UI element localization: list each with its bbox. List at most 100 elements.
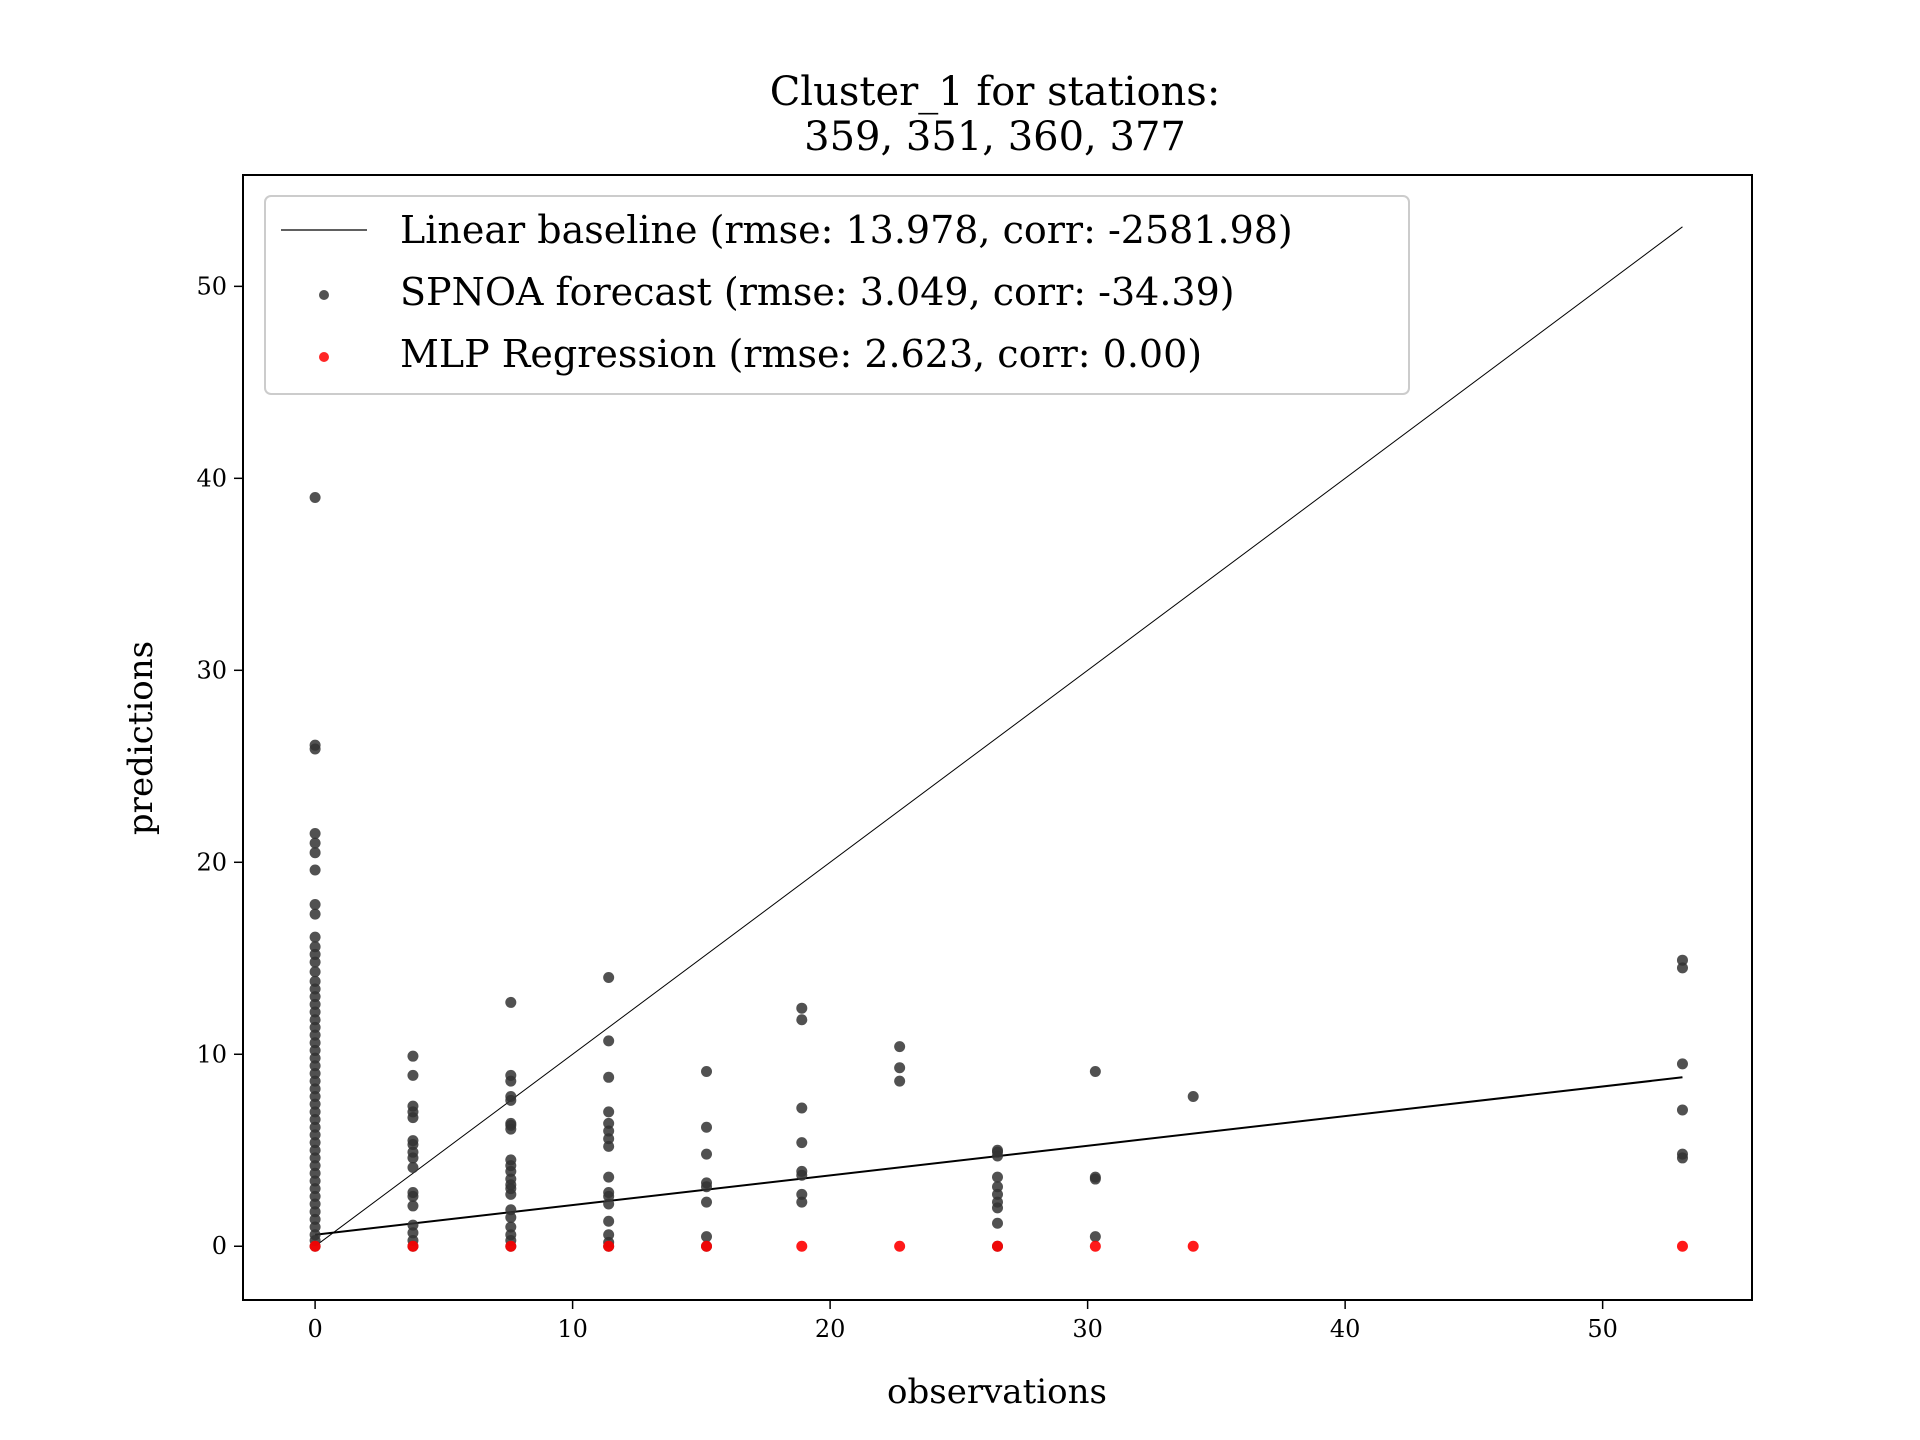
spnoa-point xyxy=(894,1062,906,1074)
y-tick-label: 10 xyxy=(196,1040,227,1068)
spnoa-point xyxy=(505,996,517,1008)
spnoa-point xyxy=(309,975,321,987)
spnoa-point xyxy=(894,1075,906,1087)
legend: Linear baseline (rmse: 13.978, corr: -25… xyxy=(264,195,1410,395)
mlp-series xyxy=(309,1240,1688,1252)
spnoa-point xyxy=(309,1075,321,1087)
y-tick-label: 20 xyxy=(196,848,227,876)
spnoa-point xyxy=(603,1117,615,1129)
spnoa-point xyxy=(603,1171,615,1183)
spnoa-point xyxy=(603,1133,615,1145)
spnoa-point xyxy=(309,1114,321,1126)
spnoa-point xyxy=(701,1231,713,1243)
legend-dot-spnoa xyxy=(319,290,329,300)
spnoa-point xyxy=(1676,1148,1688,1160)
spnoa-point xyxy=(309,1060,321,1072)
spnoa-point xyxy=(407,1146,419,1158)
baseline-series xyxy=(317,226,1683,1245)
spnoa-point xyxy=(701,1177,713,1189)
spnoa-point xyxy=(796,1102,808,1114)
spnoa-point xyxy=(309,827,321,839)
y-tick-label: 50 xyxy=(196,272,227,300)
spnoa-point xyxy=(309,1137,321,1149)
spnoa-point xyxy=(796,1002,808,1014)
spnoa-point xyxy=(603,1215,615,1227)
x-tick-label: 20 xyxy=(815,1315,846,1343)
spnoa-point xyxy=(992,1188,1003,1200)
spnoa-point xyxy=(309,847,321,859)
spnoa-point xyxy=(894,1041,906,1053)
spnoa-point xyxy=(796,1137,808,1149)
spnoa-point xyxy=(309,948,321,960)
spnoa-point xyxy=(992,1171,1003,1183)
spnoa-point xyxy=(407,1050,419,1062)
spnoa-point xyxy=(309,956,321,968)
spnoa-point xyxy=(309,1098,321,1110)
x-axis-ticks: 0 10 20 30 40 50 xyxy=(307,1300,1618,1343)
plot-area xyxy=(309,226,1688,1252)
spnoa-point xyxy=(796,1014,808,1026)
spnoa-point xyxy=(505,1221,517,1233)
spnoa-point xyxy=(407,1100,419,1112)
legend-box xyxy=(264,195,1410,395)
spnoa-point xyxy=(505,1069,517,1081)
spnoa-point xyxy=(603,1186,615,1198)
y-axis-ticks: 0 10 20 30 40 50 xyxy=(196,272,243,1260)
spnoa-point xyxy=(603,1106,615,1118)
spnoa-point xyxy=(309,1067,321,1079)
spnoa-point xyxy=(407,1200,419,1212)
spnoa-point xyxy=(1187,1091,1199,1103)
y-tick-label: 0 xyxy=(212,1232,227,1260)
mlp-point xyxy=(309,1240,321,1252)
spnoa-point xyxy=(701,1121,713,1133)
spnoa-point xyxy=(309,1206,321,1218)
spnoa-point xyxy=(505,1154,517,1166)
x-tick-label: 40 xyxy=(1330,1315,1361,1343)
spnoa-point xyxy=(505,1204,517,1216)
spnoa-point xyxy=(1089,1231,1101,1243)
x-axis-label: observations xyxy=(887,1372,1107,1412)
spnoa-point xyxy=(1676,962,1688,974)
spnoa-point xyxy=(309,1129,321,1141)
spnoa-point xyxy=(309,1190,321,1202)
legend-dot-mlp xyxy=(319,352,329,362)
spnoa-point xyxy=(309,1121,321,1133)
spnoa-point xyxy=(992,1181,1003,1193)
spnoa-point xyxy=(505,1117,517,1129)
spnoa-point xyxy=(407,1069,419,1081)
spnoa-point xyxy=(309,1091,321,1103)
spnoa-point xyxy=(796,1196,808,1208)
spnoa-point xyxy=(796,1188,808,1200)
spnoa-point xyxy=(603,1071,615,1083)
spnoa-point xyxy=(309,1044,321,1056)
spnoa-point xyxy=(505,1211,517,1223)
spnoa-point xyxy=(309,1221,321,1233)
spnoa-point xyxy=(309,1021,321,1033)
legend-entry-mlp: MLP Regression (rmse: 2.623, corr: 0.00) xyxy=(400,332,1202,376)
spnoa-point xyxy=(309,1006,321,1018)
spnoa-point xyxy=(1089,1066,1101,1078)
spnoa-point xyxy=(309,864,321,876)
spnoa-point xyxy=(309,1029,321,1041)
spnoa-point xyxy=(309,1175,321,1187)
spnoa-point xyxy=(309,1037,321,1049)
x-tick-label: 10 xyxy=(557,1315,588,1343)
y-tick-label: 30 xyxy=(196,656,227,684)
mlp-point xyxy=(407,1240,419,1252)
spnoa-point xyxy=(603,971,615,983)
spnoa-point xyxy=(1676,1058,1688,1070)
spnoa-point xyxy=(796,1165,808,1177)
mlp-point xyxy=(701,1240,713,1252)
spnoa-point xyxy=(309,899,321,911)
spnoa-point xyxy=(309,1160,321,1172)
spnoa-point xyxy=(309,1183,321,1195)
mlp-point xyxy=(796,1240,808,1252)
x-tick-label: 0 xyxy=(307,1315,322,1343)
mlp-point xyxy=(992,1240,1003,1252)
mlp-point xyxy=(894,1240,906,1252)
chart-title-line-1: Cluster_1 for stations: xyxy=(770,69,1221,115)
spnoa-point xyxy=(309,492,321,504)
x-tick-label: 50 xyxy=(1587,1315,1618,1343)
spnoa-point xyxy=(603,1229,615,1241)
spnoa-point xyxy=(505,1091,517,1103)
